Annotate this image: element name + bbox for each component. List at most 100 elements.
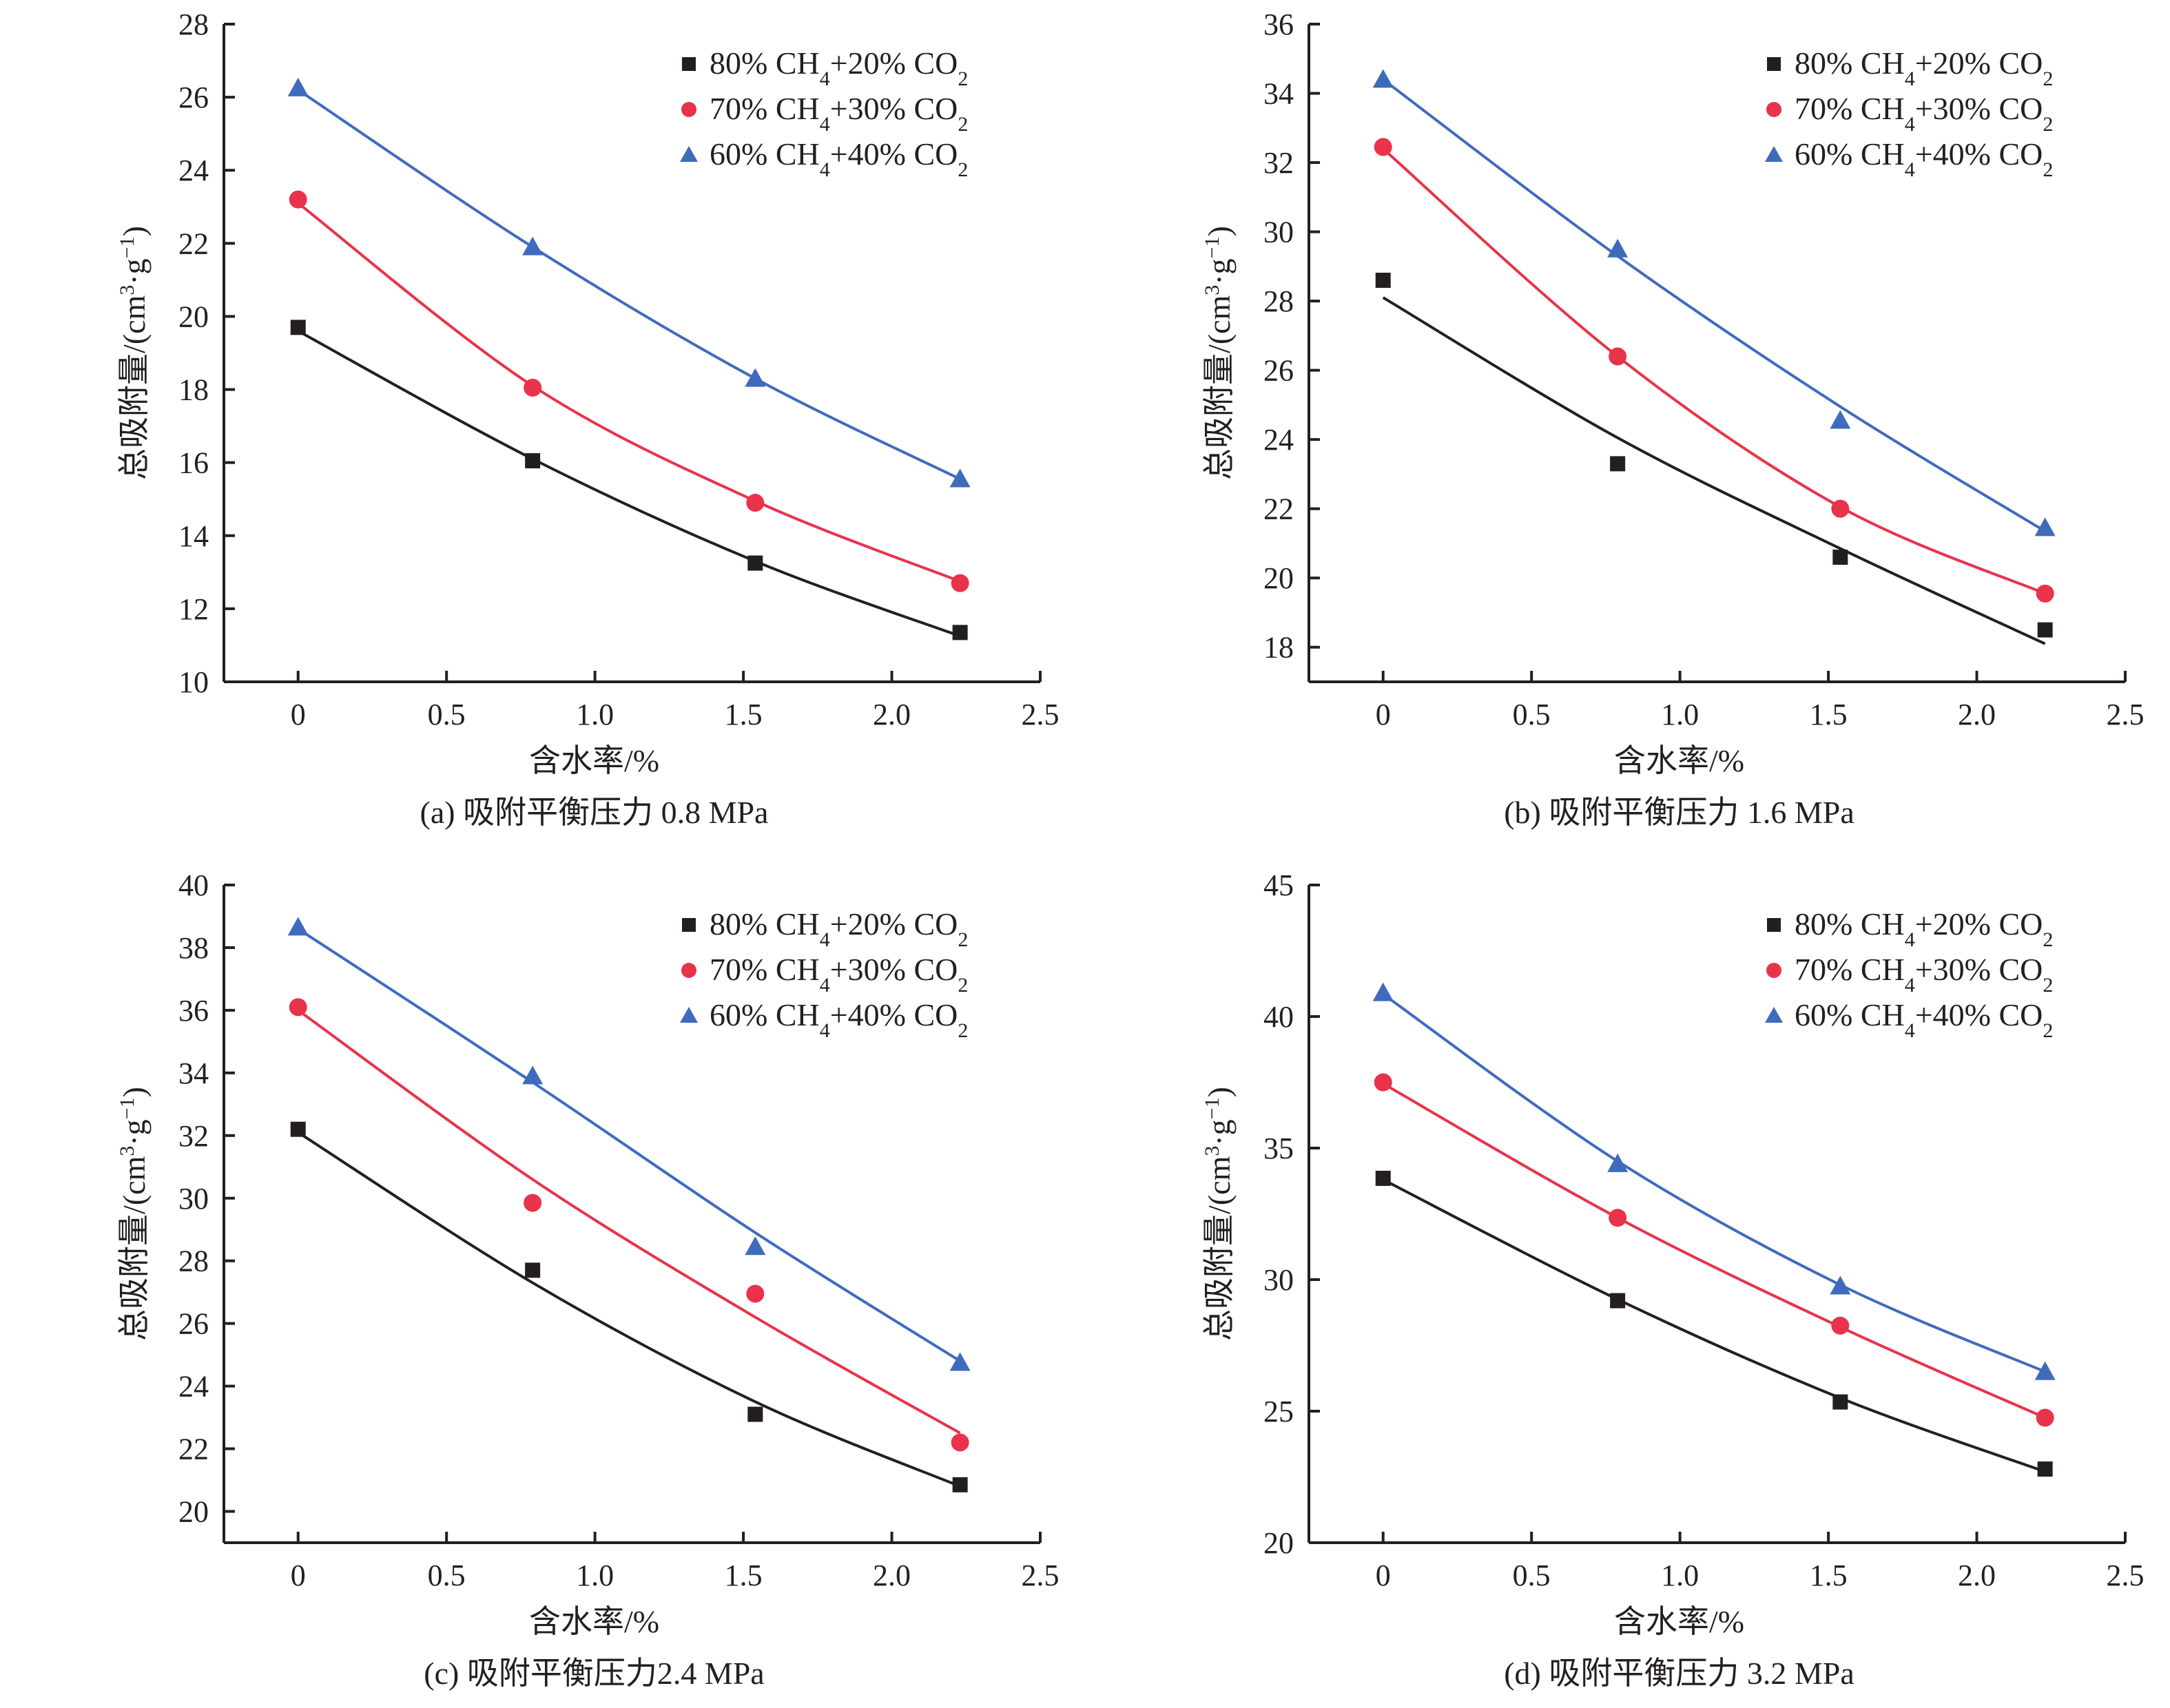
data-point-circle (1609, 347, 1627, 366)
x-axis-title: 含水率/% (529, 743, 659, 778)
y-tick-label: 26 (178, 81, 209, 114)
data-point-triangle (2034, 1361, 2056, 1380)
legend-text-part: +20% CO (1915, 906, 2043, 941)
data-point-triangle (745, 368, 766, 387)
data-point-square (290, 320, 306, 335)
legend-text-part: 80% CH (1795, 906, 1905, 941)
data-point-triangle (1830, 410, 1851, 429)
legend-circle-icon (681, 963, 696, 978)
legend-label: 70% CH4+30% CO2 (1795, 91, 2053, 136)
y-title-sup: −1 (116, 236, 138, 258)
y-title-unit: /(cm (1201, 1156, 1237, 1214)
legend-label: 80% CH4+20% CO2 (710, 906, 968, 951)
legend-subscript: 2 (2043, 1019, 2053, 1042)
data-point-circle (746, 494, 765, 512)
legend-subscript: 2 (958, 113, 968, 136)
legend-text-part: 60% CH (1795, 997, 1905, 1032)
legend-subscript: 2 (2043, 928, 2053, 951)
y-tick-label: 22 (1263, 492, 1294, 526)
x-tick-label: 0 (291, 1559, 306, 1592)
x-tick-label: 0.5 (428, 698, 466, 731)
chart-d-plot: 20 25 30 35 40 45 0 0.5 1.0 1.5 2.0 2.5 含水率/% (d) 吸附平… (1201, 868, 2145, 1691)
data-point-square (2037, 1461, 2053, 1477)
y-tick-label: 20 (178, 300, 209, 333)
y-tick-label: 28 (178, 8, 209, 41)
data-point-square (1610, 456, 1626, 472)
data-point-square (290, 1121, 306, 1137)
legend-subscript: 2 (2043, 67, 2053, 90)
panel-a: 10 12 14 16 18 20 22 24 26 28 0 0.5 1.0 1.5 2.0 2.5 含水率/… (0, 0, 1075, 847)
legend-subscript: 4 (820, 158, 830, 181)
data-point-square (525, 1262, 541, 1278)
data-point-triangle (745, 1236, 766, 1256)
x-tick-label: 0 (1376, 698, 1391, 731)
y-title-sup: −1 (1201, 1097, 1223, 1119)
y-tick-label: 38 (178, 931, 209, 965)
figure-caption: (c) 吸附平衡压力2.4 MPa (424, 1656, 764, 1691)
data-point-square (747, 1406, 763, 1422)
x-tick-label: 2.5 (2107, 698, 2145, 731)
x-tick-label: 1.0 (576, 1559, 614, 1592)
legend-text-part: 80% CH (710, 906, 820, 941)
y-title-unit: ·g (116, 258, 152, 284)
fit-line-3 (1382, 992, 2046, 1373)
y-tick-label: 24 (178, 154, 209, 187)
legend-text-part: 60% CH (1795, 136, 1905, 171)
legend-text-part: +20% CO (830, 906, 958, 941)
y-title-unit: ) (116, 226, 152, 236)
y-title-unit: /(cm (116, 1156, 152, 1214)
x-axis-title: 含水率/% (1614, 743, 1744, 778)
y-tick-label: 30 (178, 1182, 209, 1216)
x-tick-label: 2.0 (873, 698, 911, 731)
legend-subscript: 4 (1905, 67, 1915, 90)
fit-line-2 (1382, 147, 2046, 595)
data-point-triangle (949, 1352, 971, 1371)
fit-line-3 (297, 927, 961, 1362)
x-tick-label: 0 (1376, 1559, 1391, 1592)
data-point-circle (1374, 1073, 1392, 1092)
y-tick-label: 40 (178, 868, 209, 902)
x-tick-label: 1.5 (725, 1559, 763, 1592)
data-point-circle (1831, 499, 1850, 518)
data-point-square (1375, 272, 1391, 288)
data-point-triangle (1372, 982, 1394, 1001)
legend-text-part: +40% CO (830, 997, 958, 1032)
data-point-square (952, 625, 968, 640)
data-point-triangle (287, 77, 309, 96)
x-axis-title: 含水率/% (529, 1604, 659, 1639)
y-title-unit: ) (116, 1087, 152, 1097)
data-point-circle (1374, 138, 1392, 156)
y-tick-label: 22 (178, 227, 209, 260)
legend-subscript: 2 (2043, 113, 2053, 136)
legend-subscript: 2 (958, 974, 968, 997)
y-title-sup: 3 (116, 1146, 138, 1156)
data-point-square (952, 1477, 968, 1492)
y-tick-label: 32 (1263, 146, 1294, 180)
x-tick-label: 0.5 (1513, 698, 1551, 731)
legend-subscript: 2 (958, 158, 968, 181)
y-tick-label: 14 (178, 519, 209, 553)
legend-text-part: 80% CH (1795, 45, 1905, 81)
legend-subscript: 2 (958, 1019, 968, 1042)
y-title-text: 总吸附量 (1201, 353, 1237, 480)
y-axis-title: 总吸附量/(cm3·g−1) (1201, 226, 1237, 480)
data-point-circle (524, 1194, 542, 1212)
legend-subscript: 2 (2043, 158, 2053, 181)
legend-label: 80% CH4+20% CO2 (1795, 906, 2053, 951)
legend-label: 70% CH4+30% CO2 (710, 91, 968, 136)
fit-line-1 (1382, 296, 2046, 645)
legend-label: 60% CH4+40% CO2 (1795, 997, 2053, 1042)
legend-subscript: 4 (820, 113, 830, 136)
data-point-circle (746, 1284, 765, 1303)
y-title-unit: ·g (1201, 1119, 1237, 1145)
y-tick-label: 34 (1263, 77, 1294, 111)
legend-label: 80% CH4+20% CO2 (1795, 45, 2053, 90)
data-point-circle (2036, 1408, 2054, 1427)
y-tick-label: 12 (178, 592, 209, 626)
legend-text-part: +30% CO (1915, 91, 2043, 126)
